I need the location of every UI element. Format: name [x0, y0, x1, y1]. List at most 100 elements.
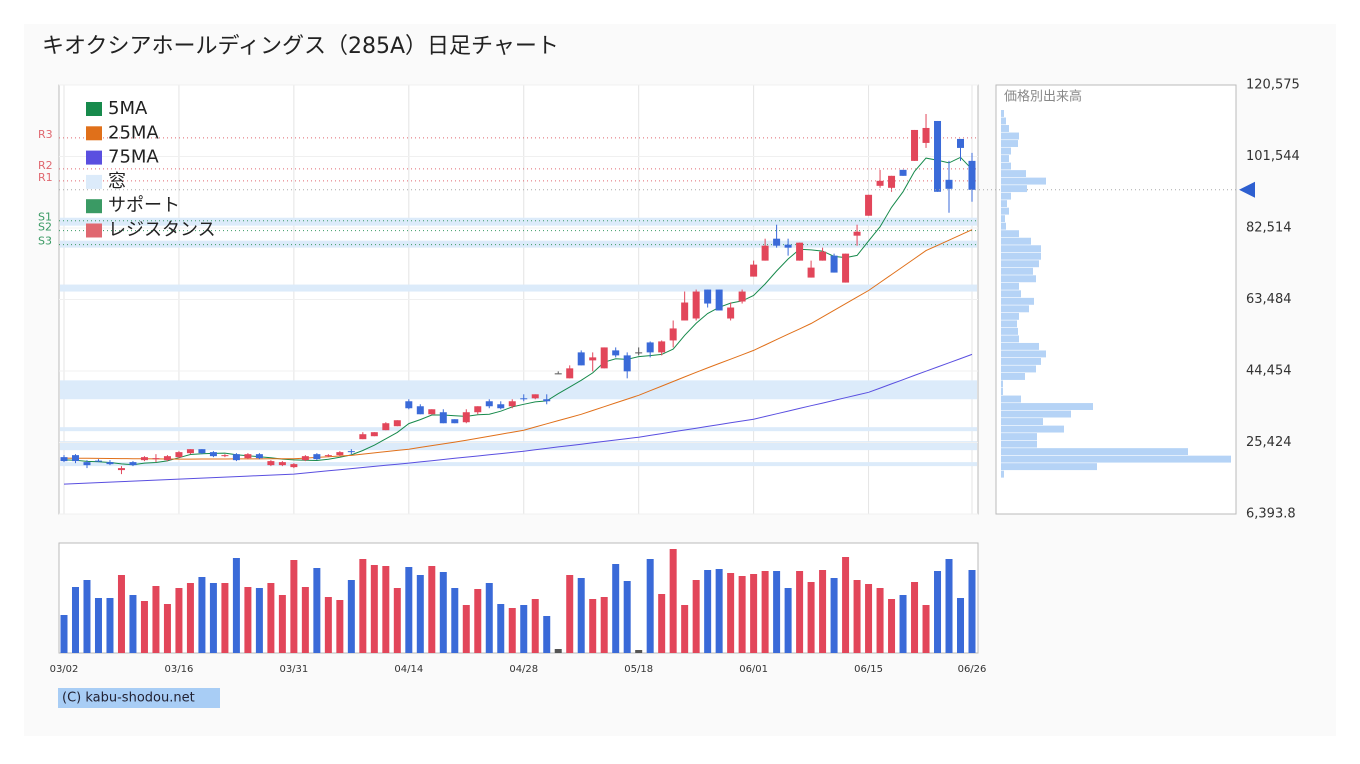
candle-body [807, 267, 815, 278]
volume-bar [957, 598, 965, 653]
current-price-arrow [1239, 181, 1255, 198]
candle-body [612, 350, 620, 356]
profile-bar [1001, 147, 1011, 155]
candle-body [623, 355, 631, 372]
candle-body [830, 255, 838, 273]
candle-body [163, 456, 171, 461]
candle-body [796, 242, 804, 261]
profile-bar [1001, 357, 1041, 365]
profile-bar [1001, 245, 1041, 253]
profile-bar [1001, 260, 1039, 268]
candle-body [543, 399, 551, 402]
candle-body [669, 328, 677, 341]
x-tick-label: 06/26 [958, 664, 987, 675]
candle-body [566, 368, 574, 379]
gap-band [60, 380, 977, 400]
candle-body [290, 464, 298, 468]
volume-bar [393, 588, 401, 653]
volume-panel [58, 542, 979, 654]
profile-bar [1001, 433, 1037, 441]
volume-bar [922, 605, 930, 653]
profile-bar [1001, 335, 1019, 343]
volume-bar [255, 588, 263, 653]
x-tick-label: 04/28 [509, 664, 538, 675]
gap-band [60, 427, 977, 432]
profile-bar [1001, 230, 1019, 238]
volume-bar [382, 566, 390, 653]
volume-bar [278, 595, 286, 653]
volume-bar [554, 649, 562, 653]
volume-bar [888, 599, 896, 653]
volume-bar [405, 567, 413, 653]
profile-bar [1001, 418, 1043, 426]
candle-body [129, 462, 137, 466]
profile-bar [1001, 388, 1003, 395]
profile-bar [1001, 215, 1005, 223]
candle-body [715, 289, 723, 311]
volume-bar [290, 560, 298, 653]
candle-body [876, 180, 884, 186]
volume-bar [301, 587, 309, 653]
candle-body [635, 352, 643, 354]
y-tick-label: 44,454 [1246, 364, 1292, 379]
candle-body [117, 468, 125, 471]
legend-label: レジスタンス [108, 220, 216, 241]
candle-body [773, 238, 781, 246]
candle-body [106, 462, 114, 465]
volume-bar [508, 608, 516, 653]
profile-bar [1001, 455, 1231, 463]
volume-bar [589, 599, 597, 653]
volume-bar [186, 583, 194, 653]
volume-bar [704, 570, 712, 653]
profile-bar [1001, 395, 1021, 403]
legend-swatch [86, 174, 102, 189]
volume-bar [899, 595, 907, 653]
x-tick-label: 04/14 [394, 664, 423, 675]
volume-bar [715, 569, 723, 653]
volume-bar [232, 558, 240, 653]
candle-body [324, 455, 332, 457]
volume-bar [945, 559, 953, 653]
candle-body [186, 449, 194, 454]
candle-body [60, 457, 68, 462]
candle-body [94, 460, 102, 462]
candle-body [911, 129, 919, 161]
profile-bar [1001, 327, 1018, 335]
candle-body [658, 341, 666, 353]
profile-bar [1001, 282, 1019, 290]
profile-bar [1001, 320, 1017, 328]
volume-bar [669, 549, 677, 653]
x-tick-label: 05/18 [624, 664, 653, 675]
volume-bar [416, 575, 424, 653]
candle-body [819, 251, 827, 261]
volume-bar [876, 588, 884, 653]
volume-bar [520, 605, 528, 653]
candle-body [140, 457, 148, 461]
volume-bar [842, 557, 850, 653]
profile-bar [1001, 440, 1037, 448]
volume-bar [336, 600, 344, 653]
candle-body [232, 454, 240, 461]
volume-bar [612, 564, 620, 653]
ma-line [63, 353, 973, 485]
volume-bar [83, 580, 91, 653]
candle-body [692, 291, 700, 319]
chart-title: キオクシアホールディングス（285A）日足チャート [42, 34, 559, 59]
volume-bar [175, 588, 183, 653]
volume-bar [623, 581, 631, 653]
profile-bar [1001, 125, 1009, 132]
candle-body [71, 455, 79, 462]
candle-body [681, 302, 689, 321]
volume-bar [531, 599, 539, 653]
candle-body [531, 394, 539, 399]
volume-bar [209, 583, 217, 653]
volume-bar [750, 574, 758, 653]
candle-body [600, 347, 608, 369]
support-label: S3 [38, 235, 52, 248]
profile-bar [1001, 463, 1097, 471]
candle-body [704, 289, 712, 304]
x-tick-label: 06/15 [854, 664, 883, 675]
candle-body [922, 127, 930, 143]
volume-bar [819, 570, 827, 653]
candle-body [888, 175, 896, 188]
